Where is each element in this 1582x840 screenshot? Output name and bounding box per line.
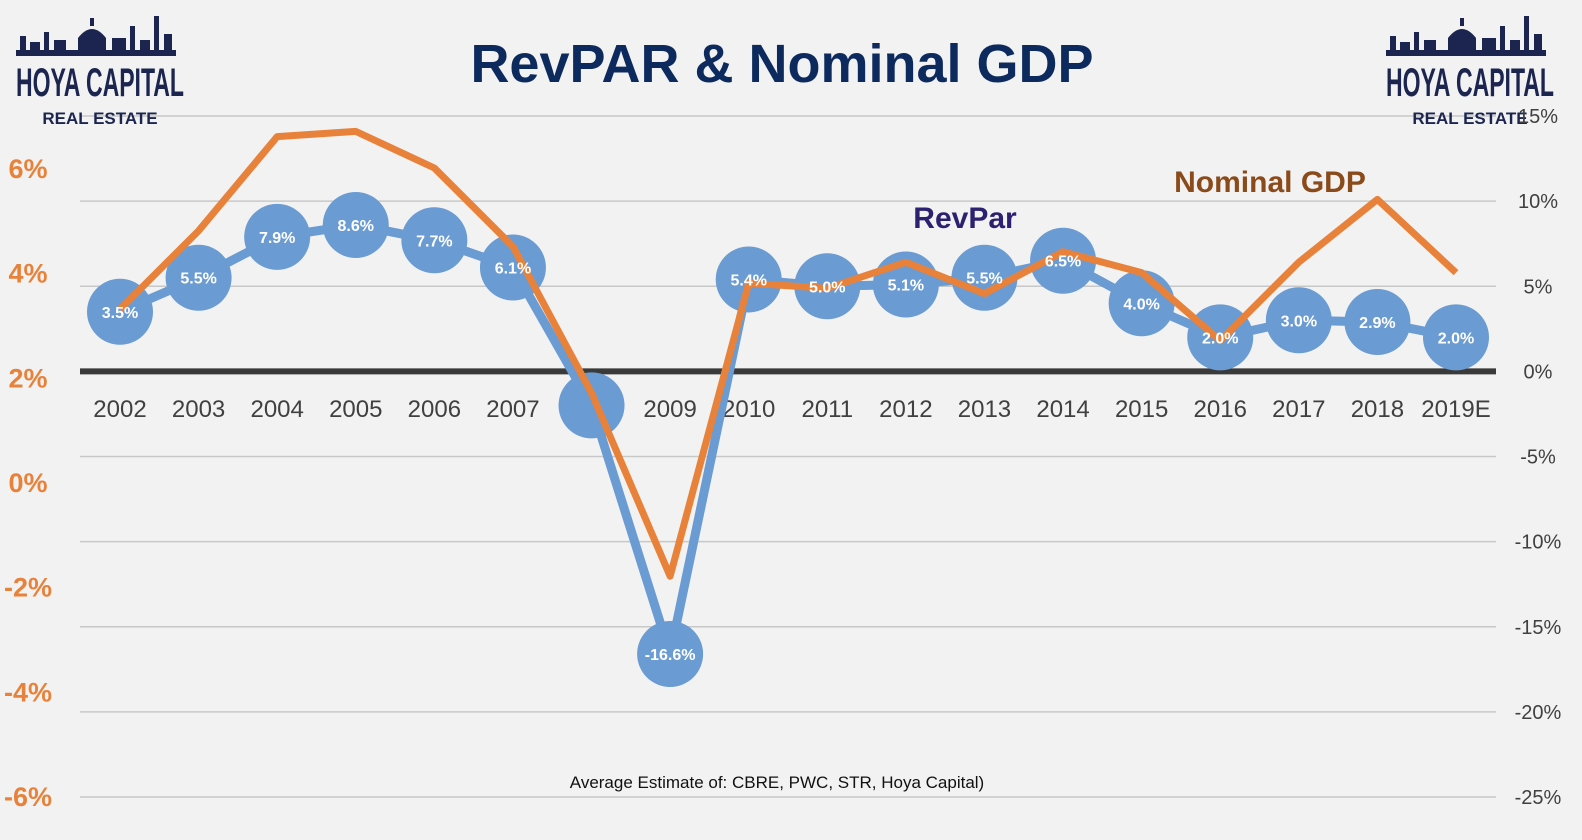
revpar-series-line: [118, 220, 1457, 659]
revpar-data-label: 7.7%: [416, 233, 452, 250]
revpar-point: [322, 191, 389, 258]
x-axis-tick: 2005: [329, 396, 382, 423]
x-axis-tick: 2019E: [1421, 396, 1490, 423]
logo-right: HOYA CAPITAL REAL ESTATE: [1386, 16, 1554, 128]
x-axis-tick: 2016: [1194, 396, 1247, 423]
logo-right-line1: HOYA CAPITAL: [1386, 61, 1554, 105]
revpar-point: [637, 620, 704, 687]
revpar-data-label: 5.5%: [180, 271, 216, 288]
x-axis-tick: 2013: [958, 396, 1011, 423]
chart-title: RevPAR & Nominal GDP: [470, 34, 1093, 94]
revpar-points: [87, 191, 1489, 687]
revpar-point: [951, 244, 1018, 311]
right-axis-tick: 0%: [1524, 361, 1553, 383]
revpar-data-label: -16.6%: [645, 647, 696, 664]
revpar-data-labels: 3.5% 5.5% 7.9% 8.6% 7.7% 6.1% -16.6% 5.4% 5.0% 5.…: [102, 218, 1474, 664]
skyline-icon: [16, 16, 176, 56]
right-axis-tick: -15%: [1515, 617, 1562, 639]
revpar-point: [1423, 304, 1489, 371]
right-axis-tick: -20%: [1515, 702, 1562, 724]
x-axis-tick: 2009: [643, 396, 696, 423]
logo-left-line1: HOYA CAPITAL: [16, 61, 184, 105]
x-axis-tick: 2004: [250, 396, 303, 423]
x-axis-tick: 2015: [1115, 396, 1168, 423]
left-axis-tick: -4%: [4, 677, 52, 707]
revpar-data-label: 6.1%: [495, 261, 531, 278]
x-axis-tick: 2002: [93, 396, 146, 423]
right-axis-tick: 5%: [1524, 276, 1553, 298]
source-note: Average Estimate of: CBRE, PWC, STR, Hoy…: [570, 773, 984, 792]
revpar-data-label: 2.0%: [1438, 330, 1474, 347]
gdp-series-line: [117, 127, 1459, 580]
left-axis-tick: -2%: [4, 573, 52, 603]
revpar-data-label: 5.4%: [730, 272, 766, 289]
right-axis-tick: -25%: [1515, 787, 1562, 809]
revpar-point: [715, 246, 782, 313]
x-axis-tick: 2014: [1036, 396, 1089, 423]
revpar-data-label: 6.5%: [1045, 254, 1081, 271]
x-axis-tick: 2018: [1351, 396, 1404, 423]
x-axis-tick: 2003: [172, 396, 225, 423]
right-axis-tick: 15%: [1518, 106, 1558, 128]
revpar-data-label: 3.0%: [1281, 313, 1317, 330]
revpar-point: [1030, 227, 1097, 294]
revpar-data-label: 8.6%: [338, 218, 374, 235]
right-axis-tick: -10%: [1515, 532, 1562, 554]
x-axis-tick: 2017: [1272, 396, 1325, 423]
revpar-data-label: 5.0%: [809, 279, 845, 296]
revpar-data-label: 5.5%: [966, 271, 1002, 288]
revpar-point: [1265, 287, 1332, 354]
revpar-point: [244, 203, 311, 270]
left-axis-tick: 2%: [8, 363, 47, 393]
revpar-data-label: 2.0%: [1202, 330, 1238, 347]
gdp-series-label: Nominal GDP: [1174, 166, 1366, 199]
x-axis: 2002200320042005200620072008200920102011…: [93, 396, 1490, 423]
left-axis-tick: -6%: [4, 782, 52, 812]
revpar-series-label: RevPar: [913, 202, 1017, 235]
left-axis-tick: 6%: [8, 154, 47, 184]
left-axis-tick: 4%: [8, 259, 47, 289]
logo-right-line2: REAL ESTATE: [1412, 109, 1527, 128]
logo-left: HOYA CAPITAL REAL ESTATE: [16, 16, 184, 128]
x-axis-tick: 2011: [801, 396, 853, 423]
revpar-point: [1344, 289, 1411, 356]
revpar-data-label: 5.1%: [888, 278, 924, 295]
right-axis: 15% 10% 5% 0% -5% -10% -15% -20% -25%: [1515, 106, 1562, 809]
revpar-point: [401, 207, 468, 274]
x-axis-tick: 2012: [879, 396, 932, 423]
right-axis-tick: 10%: [1518, 191, 1558, 213]
revpar-point: [165, 244, 232, 311]
x-axis-tick: 2006: [408, 396, 461, 423]
logo-left-line2: REAL ESTATE: [42, 109, 157, 128]
x-axis-tick: 2010: [722, 396, 775, 423]
revpar-point: [558, 372, 625, 439]
left-axis-tick: 0%: [8, 468, 47, 498]
revpar-data-label: 2.9%: [1359, 315, 1395, 332]
revpar-data-label: 4.0%: [1123, 296, 1159, 313]
x-axis-tick: 2007: [486, 396, 539, 423]
left-axis: 6% 4% 2% 0% -2% -4% -6%: [4, 154, 52, 812]
right-axis-tick: -5%: [1520, 447, 1556, 469]
revpar-data-label: 3.5%: [102, 305, 138, 322]
revpar-data-label: 7.9%: [259, 230, 295, 247]
skyline-icon: [1386, 16, 1546, 56]
